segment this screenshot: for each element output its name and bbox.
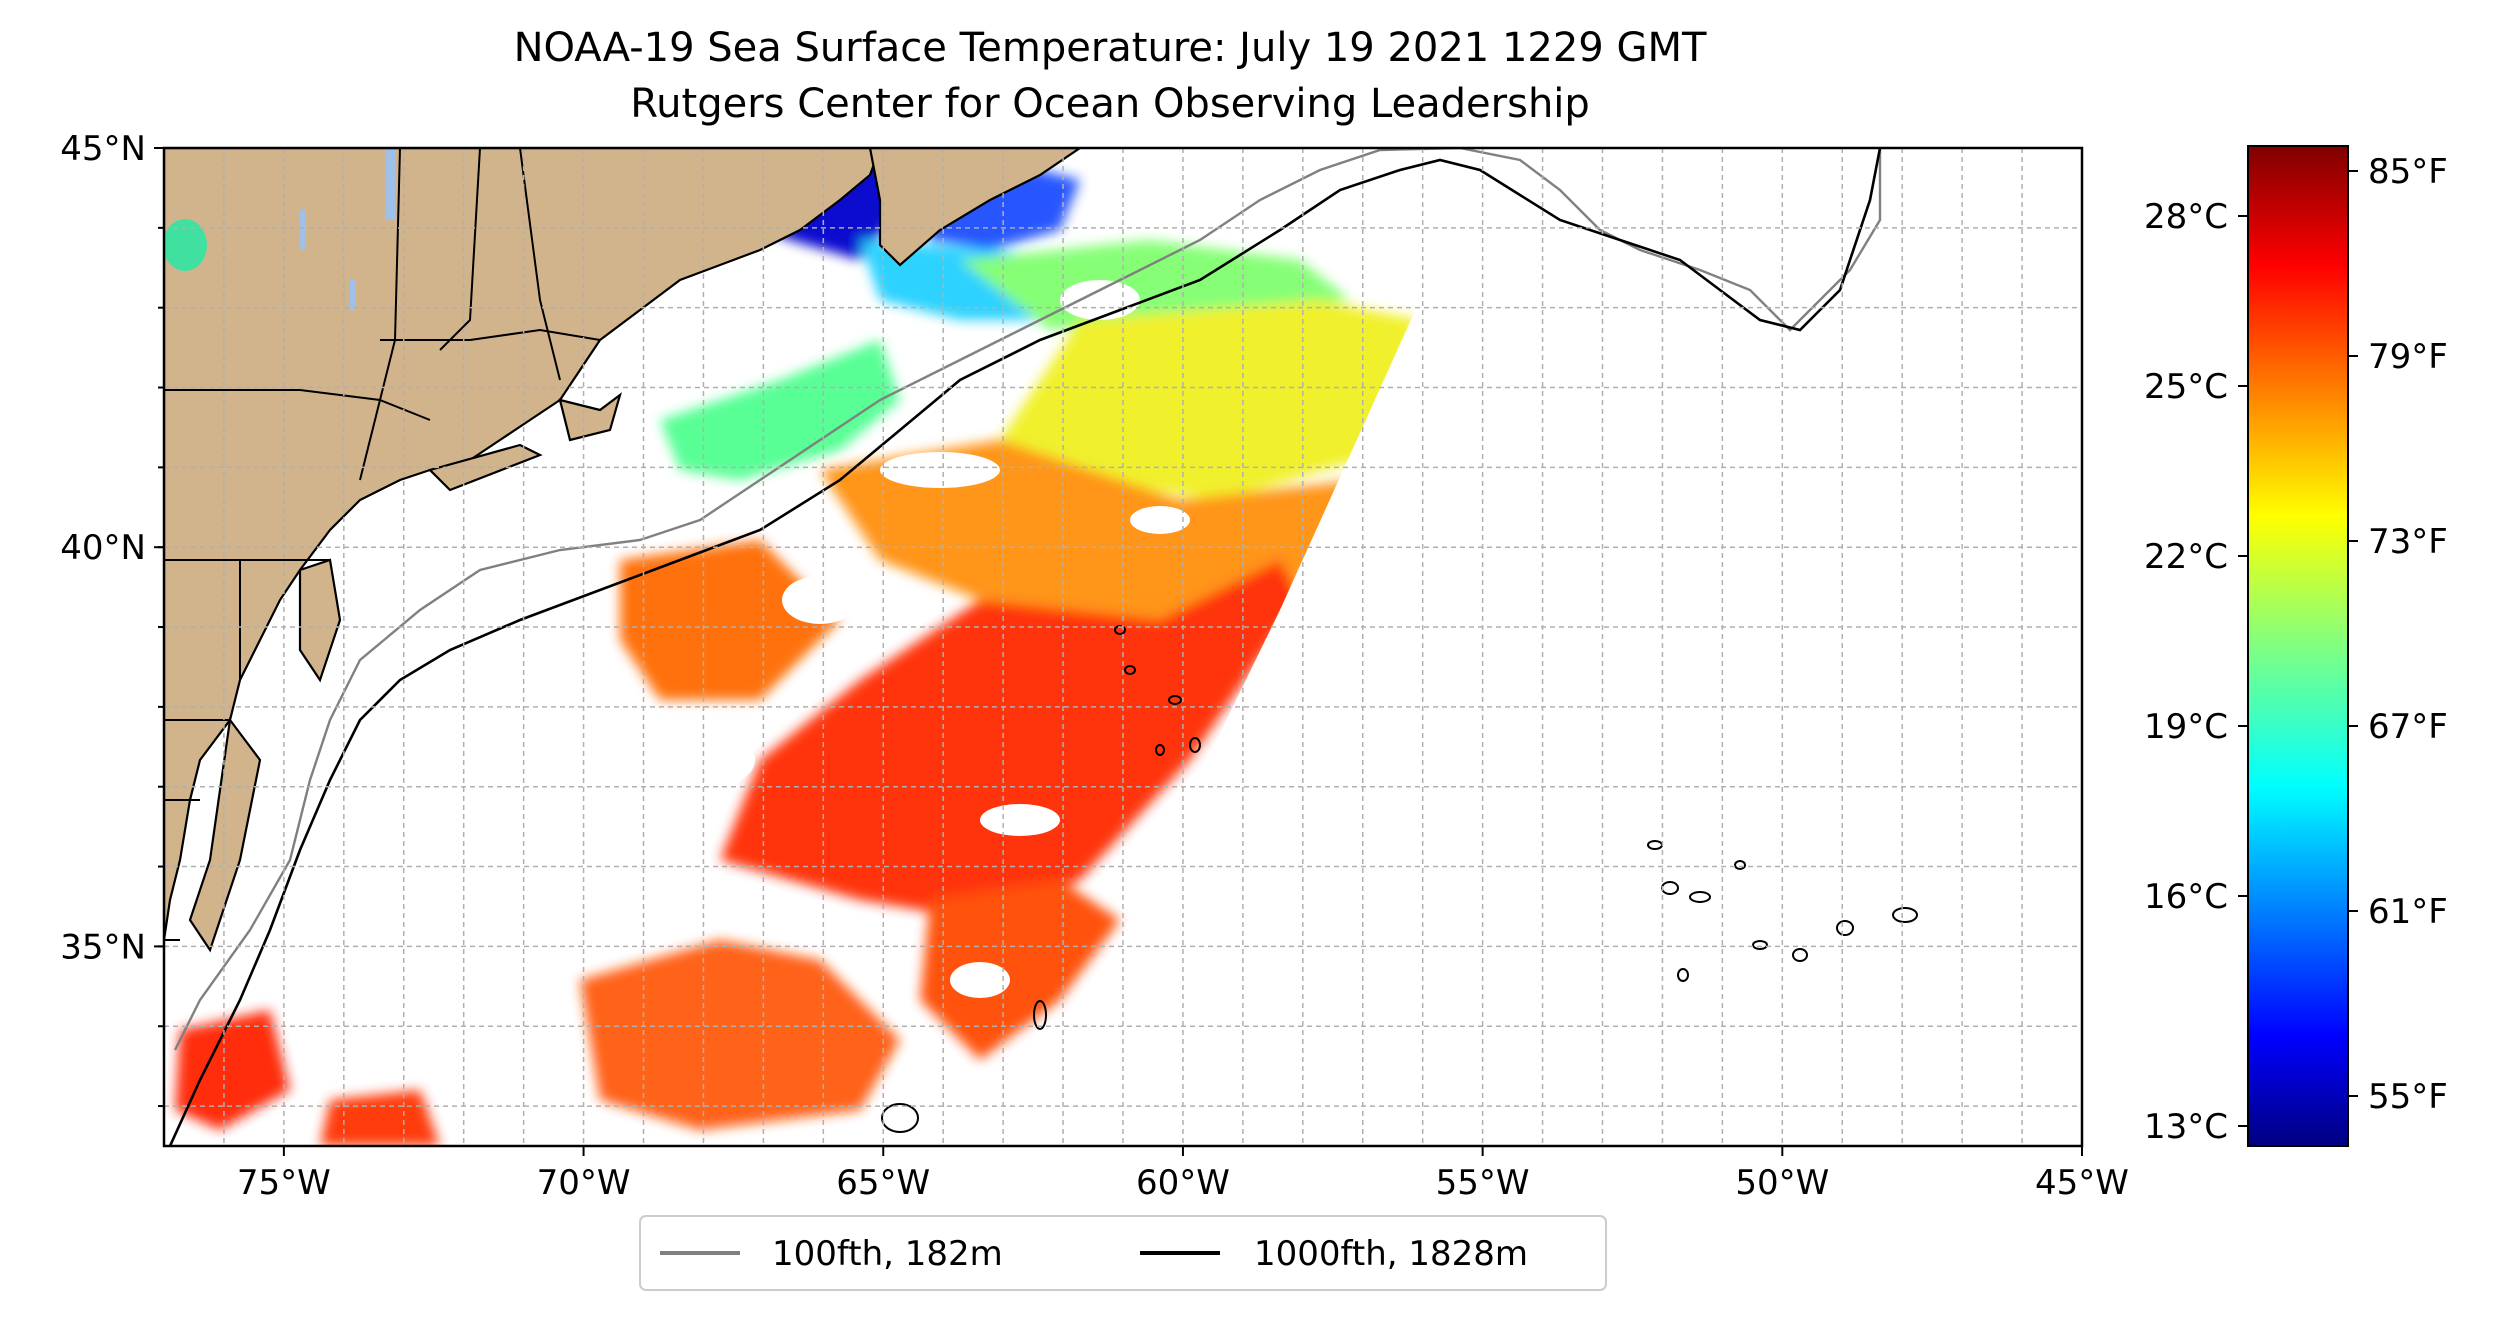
sst-patch-orange-southeast	[920, 880, 1120, 1060]
isobath-100fth	[173, 148, 1882, 1051]
lat-tick-label: 35°N	[60, 927, 146, 967]
lat-tick-label: 45°N	[60, 129, 146, 169]
map-subtitle: Rutgers Center for Ocean Observing Leade…	[630, 81, 1590, 127]
lon-tick-label: 70°W	[537, 1163, 631, 1203]
land-delmarva	[298, 558, 342, 683]
sst-patch-orange-south	[580, 940, 900, 1130]
sst-patch-yellow	[1000, 300, 1420, 500]
state-borders	[164, 148, 601, 941]
colorbar-fahrenheit-label: 61°F	[2368, 892, 2448, 932]
temperature-colorbar: 28°C 25°C 22°C 19°C 16°C 13°C 85°F 79°F 73°F 67°…	[2144, 145, 2448, 1147]
colorbar-fahrenheit-label: 79°F	[2368, 337, 2448, 377]
lon-tick-labels: 75°W 70°W 65°W 60°W 55°W 50°W 45°W	[237, 1163, 2129, 1203]
swath-edge-mask	[1040, 148, 2082, 1146]
colorbar-fahrenheit-label: 67°F	[2368, 707, 2448, 747]
lon-tick-label: 60°W	[1136, 1163, 1230, 1203]
seamount-contours	[881, 625, 1918, 1133]
land-cape-cod	[558, 392, 622, 442]
gridlines	[164, 148, 2082, 1146]
sst-patch-red-southwest	[175, 1010, 290, 1130]
land-nova-scotia	[868, 148, 1082, 267]
sst-data-layer	[175, 148, 2082, 1146]
colorbar-celsius-label: 28°C	[2144, 197, 2228, 237]
axis-ticks	[154, 147, 2083, 1156]
map-frame	[162, 146, 2084, 1148]
legend-label-1000fth: 1000fth, 1828m	[1254, 1234, 1528, 1274]
sst-patch-red-core	[720, 560, 1300, 920]
land-long-island	[427, 443, 543, 492]
sst-patch-green-shelf	[660, 340, 900, 480]
land-outer-banks	[188, 717, 262, 953]
lon-tick-label: 55°W	[1436, 1163, 1530, 1203]
sst-patch-red-bottom	[320, 1090, 440, 1146]
colorbar-celsius-label: 19°C	[2144, 707, 2228, 747]
colorbar-celsius-label: 22°C	[2144, 537, 2228, 577]
lon-tick-label: 45°W	[2035, 1163, 2129, 1203]
colorbar-celsius-label: 13°C	[2144, 1107, 2228, 1147]
isobath-legend: 100fth, 182m 1000fth, 1828m	[639, 1215, 1607, 1291]
lat-tick-label: 40°N	[60, 528, 146, 568]
swath-edge-mask-upper	[1420, 148, 2082, 320]
colorbar-fahrenheit-labels: 85°F 79°F 73°F 67°F 61°F 55°F	[2348, 152, 2448, 1117]
legend-label-100fth: 100fth, 182m	[772, 1234, 1003, 1274]
lon-tick-label: 65°W	[836, 1163, 930, 1203]
isobath-1000fth	[168, 148, 1882, 1146]
lon-tick-label: 75°W	[237, 1163, 331, 1203]
sst-patch-orange-west	[620, 540, 840, 700]
colorbar-fahrenheit-label: 55°F	[2368, 1077, 2448, 1117]
colorbar-celsius-label: 25°C	[2144, 367, 2228, 407]
land-layer	[164, 148, 1082, 953]
map-panel	[164, 148, 2082, 1146]
colorbar-fahrenheit-label: 73°F	[2368, 522, 2448, 562]
colorbar-fahrenheit-label: 85°F	[2368, 152, 2448, 192]
swath-north-mask	[1300, 148, 1420, 260]
legend-frame	[639, 1215, 1607, 1291]
colorbar-gradient	[2247, 145, 2349, 1147]
lakes	[164, 150, 395, 310]
lon-tick-label: 50°W	[1735, 1163, 1829, 1203]
colorbar-celsius-labels: 28°C 25°C 22°C 19°C 16°C 13°C	[2144, 197, 2248, 1147]
lat-tick-labels: 45°N 40°N 35°N	[60, 129, 146, 967]
map-title: NOAA-19 Sea Surface Temperature: July 19…	[513, 25, 1707, 71]
colorbar-celsius-label: 16°C	[2144, 877, 2228, 917]
